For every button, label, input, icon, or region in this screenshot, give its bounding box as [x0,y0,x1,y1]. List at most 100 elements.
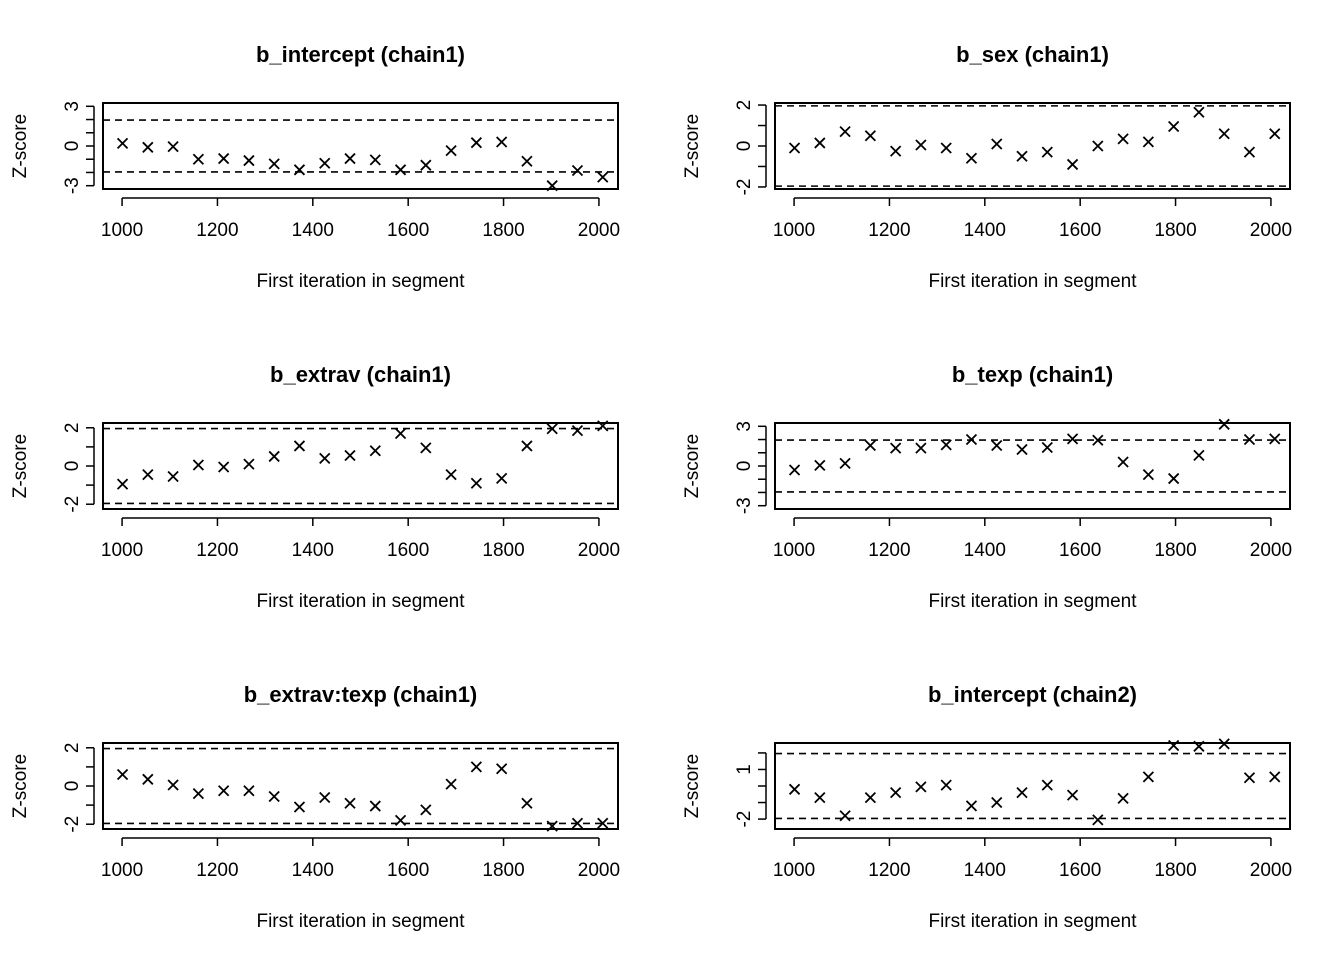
y-tick-label: 0 [62,781,83,792]
x-axis-label: First iteration in segment [928,591,1137,612]
data-point [546,180,558,192]
panel-title: b_intercept (chain1) [256,42,465,67]
y-axis-label: Z-score [10,114,31,178]
y-tick-label: 2 [62,422,83,433]
data-point [496,763,508,775]
x-tick-label: 1800 [482,220,524,241]
data-point [1193,106,1205,118]
data-point [521,440,533,452]
data-point [167,141,179,153]
x-tick-label: 2000 [1250,540,1292,561]
data-point [1092,140,1104,152]
x-tick-label: 1400 [292,860,334,881]
plot-frame [774,742,1291,830]
data-point [1168,739,1180,752]
data-point [496,136,508,148]
x-tick-label: 1400 [964,220,1006,241]
data-point [915,781,927,793]
x-tick-label: 1200 [196,540,238,561]
data-point [940,779,952,791]
data-point [597,171,609,183]
data-point [788,142,801,154]
data-point [369,445,381,457]
data-point [445,778,457,790]
x-tick-label: 1600 [1059,540,1101,561]
data-point [192,788,205,800]
y-tick-label: 2 [62,742,83,753]
y-tick-label: -2 [62,816,83,833]
data-point [218,785,230,797]
y-tick-label: -3 [734,497,755,514]
data-point [268,790,280,803]
data-point [344,797,356,809]
data-point [116,137,129,149]
data-point [142,141,154,153]
panel-title: b_extrav:texp (chain1) [244,682,478,707]
data-point [1168,472,1180,485]
data-point [268,450,280,463]
x-tick-label: 1800 [1154,220,1196,241]
data-point [1218,418,1230,430]
data-point [218,461,230,473]
data-point [597,420,609,432]
data-point [1142,771,1155,783]
y-axis-label: Z-score [682,434,703,498]
x-tick-label: 1000 [773,220,815,241]
data-point [167,779,179,791]
data-point [116,768,129,781]
data-point [597,817,609,829]
y-tick-label: 3 [62,101,83,112]
y-axis-label: Z-score [10,434,31,498]
data-point [1066,433,1079,445]
data-point [788,464,801,476]
data-point [445,144,457,157]
data-point [1041,779,1053,791]
data-point [571,425,584,437]
x-tick-label: 1000 [101,220,143,241]
data-point [1243,433,1256,446]
data-point [268,158,280,170]
data-point [1041,146,1053,158]
y-tick-label: -2 [734,178,755,195]
panel-title: b_intercept (chain2) [928,682,1137,707]
x-tick-label: 1000 [101,860,143,881]
data-point [243,458,255,470]
data-point [369,800,381,812]
panel-6: b_intercept (chain2) 1000 1200 1400 1600 1800… [682,682,1292,932]
x-tick-label: 2000 [1250,860,1292,881]
y-tick-label: 0 [62,141,83,152]
x-axis-label: First iteration in segment [928,911,1137,932]
x-tick-label: 1600 [1059,860,1101,881]
data-point [1041,441,1053,454]
data-point [1218,738,1230,750]
data-point [915,139,927,151]
x-tick-label: 1400 [292,540,334,561]
data-point [1016,150,1028,162]
data-point [192,153,205,165]
data-point [142,468,154,481]
y-tick-label: 1 [734,764,755,775]
data-point [940,439,952,451]
data-point [142,773,154,785]
data-point [965,433,978,446]
panel-title: b_extrav (chain1) [270,362,451,387]
data-point [344,152,356,165]
data-point [1066,158,1079,171]
data-point [1117,133,1129,145]
x-tick-label: 1800 [1154,540,1196,561]
data-point [864,439,877,452]
data-point [546,820,558,832]
data-point [445,468,457,481]
data-point [293,164,306,176]
data-point [394,427,407,440]
panel-1: b_intercept (chain1) 1000 1200 1400 1600 1800… [10,42,620,292]
data-point [470,477,483,489]
data-point [1218,128,1230,140]
x-tick-label: 1200 [868,540,910,561]
data-point [369,154,381,166]
data-point [991,439,1003,452]
data-point [788,783,801,795]
x-tick-label: 1200 [196,860,238,881]
data-point [1193,449,1205,462]
